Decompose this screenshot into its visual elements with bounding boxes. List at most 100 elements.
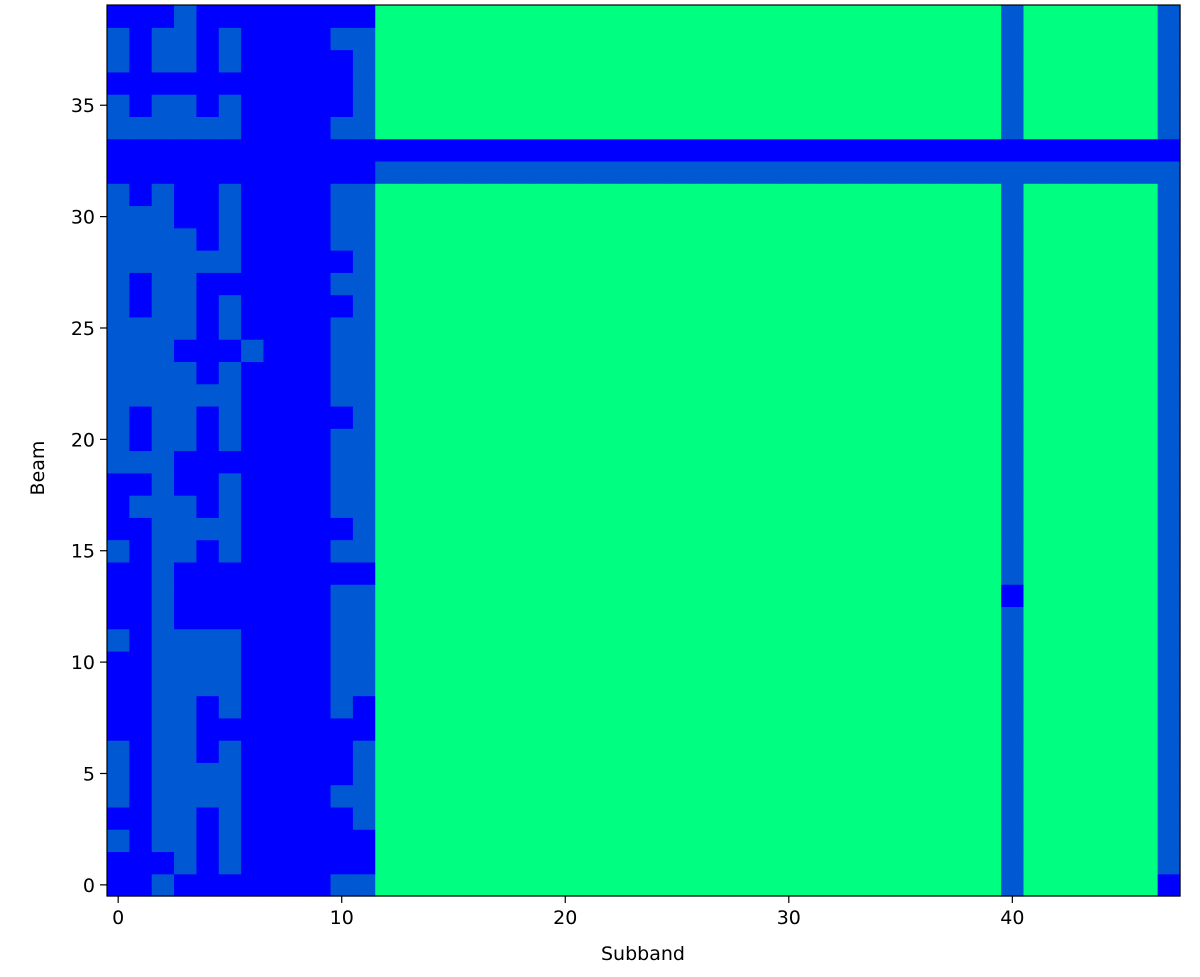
- heatmap-cell: [419, 27, 443, 51]
- heatmap-cell: [554, 160, 578, 184]
- heatmap-cell: [107, 71, 130, 95]
- heatmap-cell: [285, 851, 309, 875]
- heatmap-cell: [174, 71, 198, 95]
- heatmap-cell: [442, 339, 466, 362]
- heatmap-cell: [397, 762, 421, 786]
- heatmap-cell: [822, 383, 846, 407]
- heatmap-cell: [308, 650, 332, 674]
- heatmap-cell: [710, 851, 734, 875]
- heatmap-cell: [442, 94, 466, 117]
- heatmap-cell: [196, 316, 220, 340]
- heatmap-cell: [911, 539, 935, 563]
- heatmap-cell: [1068, 5, 1092, 28]
- heatmap-cell: [1001, 806, 1025, 830]
- heatmap-cell: [755, 517, 779, 541]
- heatmap-cell: [1023, 472, 1047, 496]
- heatmap-cell: [755, 116, 779, 140]
- heatmap-cell: [129, 160, 153, 184]
- heatmap-cell: [799, 539, 823, 563]
- heatmap-cell: [531, 428, 555, 452]
- heatmap-cell: [1023, 606, 1047, 630]
- heatmap-cell: [777, 673, 801, 697]
- heatmap-cell: [710, 650, 734, 674]
- heatmap-cell: [598, 695, 622, 719]
- heatmap-cell: [777, 650, 801, 674]
- heatmap-cell: [844, 294, 868, 318]
- heatmap-cell: [263, 873, 287, 897]
- heatmap-cell: [397, 650, 421, 674]
- heatmap-cell: [1090, 650, 1114, 674]
- heatmap-cell: [107, 428, 130, 452]
- heatmap-cell: [487, 428, 510, 452]
- heatmap-cell: [732, 561, 756, 585]
- heatmap-cell: [1023, 49, 1047, 73]
- heatmap-cell: [934, 250, 958, 273]
- heatmap-cell: [442, 740, 466, 763]
- heatmap-cell: [1023, 272, 1047, 296]
- heatmap-cell: [375, 606, 399, 630]
- heatmap-cell: [732, 116, 756, 140]
- heatmap-cell: [911, 784, 935, 808]
- heatmap-cell: [755, 539, 779, 563]
- heatmap-cell: [576, 227, 600, 251]
- heatmap-cell: [934, 183, 958, 207]
- heatmap-cell: [151, 405, 175, 429]
- heatmap-cell: [308, 851, 332, 875]
- heatmap-cell: [1112, 495, 1136, 518]
- heatmap-cell: [419, 5, 443, 28]
- heatmap-cell: [1157, 405, 1181, 429]
- heatmap-cell: [397, 539, 421, 563]
- heatmap-cell: [1045, 428, 1069, 452]
- heatmap-cell: [956, 717, 980, 741]
- heatmap-cell: [1023, 762, 1047, 786]
- heatmap-cell: [621, 584, 645, 608]
- heatmap-cell: [375, 94, 399, 117]
- heatmap-cell: [621, 405, 645, 429]
- heatmap-cell: [688, 628, 712, 652]
- heatmap-cell: [442, 205, 466, 229]
- heatmap-cell: [129, 138, 153, 162]
- heatmap-cell: [621, 160, 645, 184]
- heatmap-cell: [867, 606, 890, 630]
- heatmap-cell: [107, 5, 130, 28]
- heatmap-cell: [867, 717, 890, 741]
- heatmap-cell: [688, 49, 712, 73]
- heatmap-cell: [464, 584, 488, 608]
- heatmap-cell: [822, 116, 846, 140]
- heatmap-cell: [844, 517, 868, 541]
- heatmap-cell: [911, 205, 935, 229]
- heatmap-cell: [710, 316, 734, 340]
- heatmap-cell: [129, 606, 153, 630]
- heatmap-cell: [777, 561, 801, 585]
- heatmap-cell: [263, 584, 287, 608]
- heatmap-cell: [755, 94, 779, 117]
- heatmap-cell: [263, 472, 287, 496]
- heatmap-cell: [487, 695, 510, 719]
- heatmap-cell: [576, 138, 600, 162]
- heatmap-cell: [1023, 628, 1047, 652]
- heatmap-cell: [799, 851, 823, 875]
- heatmap-cell: [1157, 472, 1181, 496]
- heatmap-cell: [308, 49, 332, 73]
- heatmap-cell: [151, 361, 175, 385]
- heatmap-cell: [487, 116, 510, 140]
- heatmap-cell: [777, 873, 801, 897]
- heatmap-cell: [107, 517, 130, 541]
- heatmap-cell: [911, 495, 935, 518]
- heatmap-cell: [889, 5, 913, 28]
- heatmap-cell: [822, 517, 846, 541]
- heatmap-cell: [464, 428, 488, 452]
- heatmap-cell: [1001, 205, 1025, 229]
- heatmap-cell: [196, 160, 220, 184]
- heatmap-cell: [956, 383, 980, 407]
- heatmap-cell: [285, 272, 309, 296]
- heatmap-cell: [285, 784, 309, 808]
- heatmap-cell: [1157, 138, 1181, 162]
- heatmap-cell: [554, 873, 578, 897]
- heatmap-cell: [419, 472, 443, 496]
- heatmap-cell: [598, 784, 622, 808]
- heatmap-cell: [531, 227, 555, 251]
- heatmap-cell: [755, 673, 779, 697]
- heatmap-cell: [509, 116, 533, 140]
- heatmap-cell: [777, 806, 801, 830]
